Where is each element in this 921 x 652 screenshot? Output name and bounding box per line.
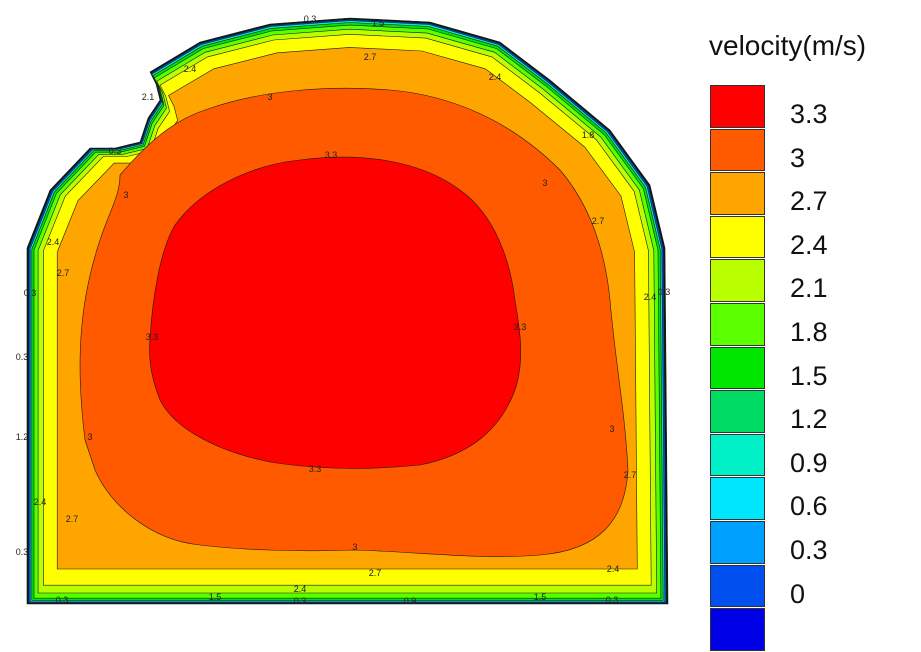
legend-item (710, 608, 910, 652)
contour-label: 2.1 (142, 92, 155, 102)
legend-item: 1.8 (710, 302, 910, 347)
legend-swatch (710, 433, 765, 477)
legend-item: 0.6 (710, 477, 910, 521)
contour-label: 2.4 (489, 72, 502, 82)
contour-label: 2.7 (57, 268, 70, 278)
legend-tick-label: 0.3 (790, 534, 828, 565)
legend-swatch (710, 564, 765, 608)
contour-label: 3.3 (146, 332, 159, 342)
legend-item: 2.4 (710, 215, 910, 260)
legend-swatch (710, 172, 765, 215)
legend-swatch (710, 477, 765, 520)
legend-item: 1.5 (710, 346, 910, 391)
legend-item: 1.2 (710, 390, 910, 434)
contour-label: 2.4 (294, 584, 307, 594)
contour-band (149, 156, 522, 469)
legend-tick-label: 0 (790, 578, 806, 609)
velocity-contour-plot: 3.3 3.3 3.3 3.3 3 3 3 3 3 3 2.7 2.7 2.7 2.7 2.7 2.7 2.4 2… (16, 14, 671, 606)
legend-item: 0.9 (710, 433, 910, 478)
legend-swatch (710, 390, 765, 433)
legend-item: 3.3 (710, 85, 910, 129)
contour-label: 3 (609, 424, 614, 434)
legend-tick-label: 0.6 (790, 491, 828, 522)
legend-item: 2.7 (710, 172, 910, 216)
contour-label: 0.3 (294, 596, 307, 606)
legend-swatch (710, 608, 765, 651)
contour-label: 3 (352, 542, 357, 552)
legend-tick-label: 3 (790, 142, 806, 173)
contour-label: 3 (267, 92, 272, 102)
contour-label: 3.3 (325, 150, 338, 160)
legend-swatch (710, 302, 765, 346)
contour-label: 0.3 (606, 595, 619, 605)
contour-label: 1.5 (534, 592, 547, 602)
contour-label: 2.7 (66, 514, 79, 524)
colorbar-legend: 3.3 3 2.7 2.4 2.1 1.8 1.5 1.2 0.9 0.6 0.3 0 (710, 85, 910, 652)
contour-label: 2.4 (184, 64, 197, 74)
contour-label: 1.2 (16, 432, 29, 442)
contour-label: 0.9 (404, 596, 417, 606)
contour-label: 2.7 (624, 470, 637, 480)
legend-tick-label: 1.8 (790, 316, 828, 347)
contour-label: 2.7 (592, 216, 605, 226)
legend-tick-label: 1.5 (790, 360, 828, 391)
contour-label: 0.3 (16, 352, 29, 362)
contour-label: 2.7 (364, 52, 377, 62)
legend-swatch (710, 128, 765, 172)
legend-tick-label: 2.7 (790, 186, 828, 217)
legend-swatch (710, 520, 765, 564)
contour-label: 2.4 (644, 292, 657, 302)
contour-label: 1.5 (372, 18, 385, 28)
contour-label: 3 (87, 432, 92, 442)
legend-title: velocity(m/s) (709, 30, 867, 61)
legend-swatch (710, 85, 765, 128)
legend-tick-label: 3.3 (790, 99, 828, 129)
contour-label: 3.3 (514, 322, 527, 332)
legend-item: 2.1 (710, 259, 910, 303)
contour-label: 0.3 (24, 288, 37, 298)
contour-label: 2.4 (34, 497, 47, 507)
legend-item: 3 (710, 128, 910, 173)
contour-label: 2.7 (369, 568, 382, 578)
contour-label: 2.4 (607, 564, 620, 574)
contour-label: 3 (123, 190, 128, 200)
contour-label: 2.4 (47, 237, 60, 247)
contour-label: 0.3 (16, 547, 29, 557)
legend-item: 0.3 (710, 520, 910, 565)
legend-swatch (710, 215, 765, 259)
contour-label: 0.3 (304, 14, 317, 24)
contour-label: 1.5 (209, 592, 222, 602)
legend-tick-label: 1.2 (790, 404, 828, 435)
contour-label: 3 (542, 178, 547, 188)
legend-swatch (710, 346, 765, 390)
contour-label: 0.3 (109, 146, 122, 156)
legend-tick-label: 2.4 (790, 229, 828, 260)
legend-swatch (710, 259, 765, 302)
legend-item: 0 (710, 564, 910, 609)
contour-label: 0.3 (56, 595, 69, 605)
legend-tick-label: 2.1 (790, 273, 828, 304)
legend-tick-label: 0.9 (790, 447, 828, 478)
contour-label: 1.8 (582, 130, 595, 140)
contour-label: 0.3 (658, 287, 671, 297)
contour-label: 3.3 (309, 464, 322, 474)
